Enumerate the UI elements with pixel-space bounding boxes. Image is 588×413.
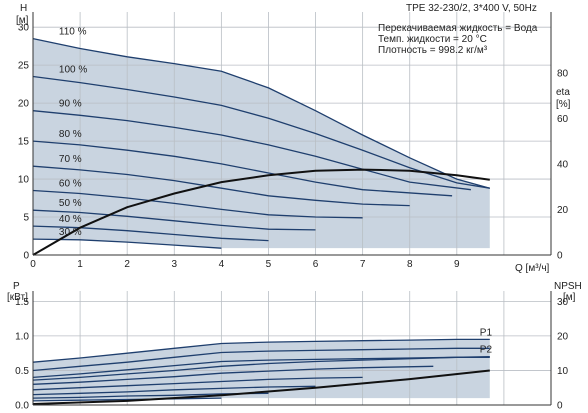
y2-tick-label: 10 [557, 366, 569, 377]
x-tick-label: 6 [313, 259, 319, 270]
x-tick-label: 2 [124, 259, 130, 270]
fluid-info: Перекачиваемая жидкость = Вода [378, 23, 538, 34]
bottom-axes: 0.0 0.5 1.0 1.5 0 10 20 30 [15, 291, 569, 412]
curve-line [32, 347, 490, 372]
y-tick-label: 10 [18, 175, 30, 186]
y2-tick-label: 80 [557, 68, 569, 79]
y-tick-label: 25 [18, 61, 30, 72]
y-tick-label: 0.5 [15, 366, 29, 377]
y2-tick-label: 60 [557, 114, 569, 125]
y2-tick-label: 30 [557, 297, 569, 308]
power-curves: P1 P2 [32, 327, 493, 405]
eta-line [32, 168, 490, 256]
power-axis-unit: [кВт] [7, 292, 28, 303]
power-curve-label: P1 [480, 327, 493, 338]
y2-tick-label: 20 [557, 205, 569, 216]
temperature-info: Темп. жидкости = 20 °C [378, 34, 487, 45]
flow-axis-label: Q [м³/ч] [515, 263, 550, 274]
curve-speed-label: 80 % [59, 129, 82, 140]
y-tick-label: 1.5 [15, 297, 29, 308]
curve-speed-label: 30 % [59, 227, 82, 238]
x-tick-label: 1 [77, 259, 83, 270]
curve-line [32, 376, 363, 391]
head-curves [32, 37, 490, 256]
x-tick-label: 9 [454, 259, 460, 270]
x-tick-label: 0 [30, 259, 36, 270]
curve-speed-label: 100 % [59, 65, 87, 76]
top-axes: 0 5 10 15 20 25 30 0 20 40 60 80 0 1 2 3 4 5 6 7 8 9 [18, 12, 569, 270]
x-tick-label: 4 [219, 259, 225, 270]
power-axis-symbol: P [13, 281, 20, 292]
curve-line [32, 209, 316, 231]
y-tick-label: 5 [23, 213, 29, 224]
y2-tick-label: 40 [557, 159, 569, 170]
eta-axis-unit: [%] [556, 99, 571, 110]
x-tick-label: 8 [407, 259, 413, 270]
x-tick-label: 5 [266, 259, 272, 270]
NPSH-line [32, 369, 490, 405]
head-curve-labels: 110 % 100 % 90 % 80 % 70 % 60 % 50 % 40 % 30 % [59, 27, 87, 238]
x-tick-label: 7 [360, 259, 366, 270]
curve-line [32, 189, 363, 219]
curve-line [32, 338, 490, 363]
curve-speed-label: 110 % [59, 27, 87, 38]
curve-speed-label: 70 % [59, 154, 82, 165]
npsh-axis-symbol: NPSH [554, 281, 582, 292]
head-axis-unit: [м] [16, 15, 29, 26]
curve-line [32, 165, 410, 207]
bottom-panel: P1 P2 0.0 0.5 1.0 1.5 0 10 20 30 [15, 291, 569, 412]
curve-line [32, 355, 490, 381]
chart-title: TPE 32-230/2, 3*400 V, 50Hz [406, 3, 537, 14]
curve-speed-label: 50 % [59, 198, 82, 209]
y-tick-label: 0 [23, 251, 29, 262]
y-tick-label: 1.0 [15, 331, 29, 342]
y-tick-label: 30 [18, 23, 30, 34]
y-tick-label: 0.0 [15, 401, 29, 412]
curve-line [32, 385, 316, 396]
npsh-axis-unit: [м] [563, 292, 576, 303]
top-panel: 110 % 100 % 90 % 80 % 70 % 60 % 50 % 40 % 30 % 0… [18, 12, 569, 270]
curve-line [32, 37, 490, 189]
curve-speed-label: 60 % [59, 178, 82, 189]
eta-axis-symbol: eta [556, 87, 570, 98]
curve-line [32, 110, 471, 191]
y-tick-label: 15 [18, 137, 30, 148]
power-curve-label: P2 [480, 345, 493, 356]
curve-line [32, 140, 453, 197]
curve-speed-label: 90 % [59, 99, 82, 110]
x-tick-label: 3 [171, 259, 177, 270]
y2-tick-label: 0 [557, 401, 563, 412]
head-axis-symbol: H [20, 3, 27, 14]
y-tick-label: 20 [18, 99, 30, 110]
curve-speed-label: 40 % [59, 214, 82, 225]
y2-tick-label: 0 [557, 251, 563, 262]
curve-line [32, 238, 222, 249]
y2-tick-label: 20 [557, 331, 569, 342]
curve-line [32, 365, 434, 385]
curve-line [32, 225, 269, 242]
curve-line [32, 397, 222, 402]
density-info: Плотность = 998.2 кг/м³ [378, 45, 488, 56]
